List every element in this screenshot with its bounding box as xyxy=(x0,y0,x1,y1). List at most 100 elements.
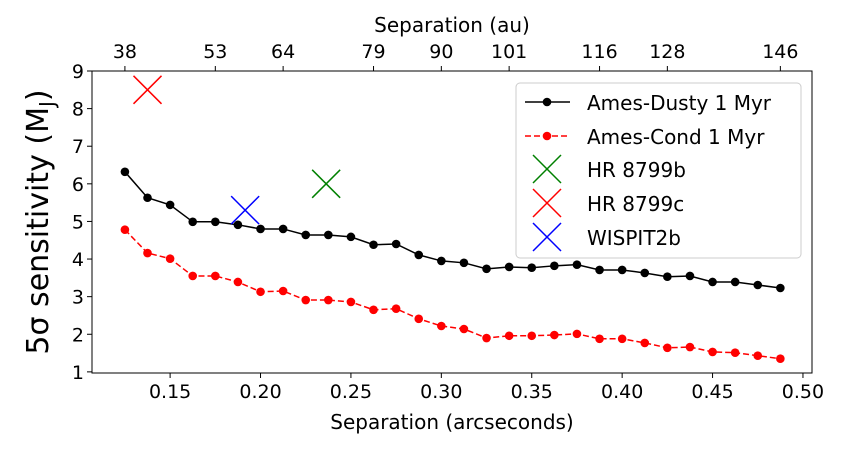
y-tick-label: 4 xyxy=(72,249,84,271)
data-point-0 xyxy=(663,272,672,282)
data-point-0 xyxy=(143,193,152,203)
top-x-tick-label: 128 xyxy=(649,41,685,63)
axes: 0.15 0.20 0.25 0.30 0.35 0.40 0.45 0.50 1 2 3 4 5 6 7 8… xyxy=(72,41,824,403)
x-tick-label: 0.30 xyxy=(420,381,462,403)
top-x-tick-label: 79 xyxy=(361,41,385,63)
data-point-0 xyxy=(278,224,288,234)
data-point-0 xyxy=(776,283,785,293)
data-point-1 xyxy=(256,287,265,297)
data-point-1 xyxy=(346,297,356,307)
y-tick-label: 1 xyxy=(72,362,84,384)
data-point-0 xyxy=(550,261,559,271)
x-tick-label: 0.15 xyxy=(149,381,191,403)
data-point-1 xyxy=(278,286,288,296)
data-point-1 xyxy=(459,324,469,334)
data-point-1 xyxy=(572,329,582,339)
x-tick-label: 0.20 xyxy=(239,381,281,403)
data-point-0 xyxy=(414,250,424,260)
data-point-0 xyxy=(391,239,401,249)
data-point-1 xyxy=(527,331,537,341)
y-tick-label: 5 xyxy=(72,211,84,233)
top-x-tick-label: 146 xyxy=(762,41,798,63)
data-point-0 xyxy=(753,280,763,290)
data-point-0 xyxy=(437,256,446,266)
data-point-0 xyxy=(120,167,130,177)
data-point-1 xyxy=(640,338,650,348)
data-point-0 xyxy=(165,200,175,210)
legend-label: HR 8799b xyxy=(587,158,686,182)
data-point-0 xyxy=(188,217,198,227)
top-x-tick-label: 64 xyxy=(271,41,295,63)
legend-marker-x-2 xyxy=(532,222,562,252)
data-point-0 xyxy=(730,277,740,287)
y-axis-label: 5σ sensitivity (MJ) xyxy=(21,89,59,354)
data-point-0 xyxy=(369,240,378,250)
data-point-1 xyxy=(414,314,424,324)
data-point-1 xyxy=(165,254,175,263)
data-point-1 xyxy=(482,333,491,343)
plot-area xyxy=(120,75,785,364)
data-point-0 xyxy=(617,265,627,275)
data-point-0 xyxy=(301,230,311,240)
data-point-0 xyxy=(572,260,582,269)
x-tick-label: 0.40 xyxy=(601,381,643,403)
legend-label: Ames-Cond 1 Myr xyxy=(587,125,765,149)
data-point-0 xyxy=(708,277,717,287)
x-axis-label: Separation (arcseconds) xyxy=(330,410,574,434)
planet-marker-2 xyxy=(230,195,260,225)
legend-box xyxy=(515,82,802,259)
data-point-0 xyxy=(482,264,491,274)
legend-marker-x-0 xyxy=(532,154,562,184)
data-point-1 xyxy=(437,321,446,331)
y-tick-label: 2 xyxy=(72,324,84,346)
data-point-1 xyxy=(301,295,311,305)
data-point-0 xyxy=(595,265,604,275)
data-point-0 xyxy=(256,224,265,234)
data-point-0 xyxy=(504,262,514,272)
data-point-1 xyxy=(617,334,627,344)
legend-label: HR 8799c xyxy=(587,192,684,216)
y-tick-label: 9 xyxy=(72,61,84,83)
data-point-1 xyxy=(685,342,695,352)
y-tick-label: 6 xyxy=(72,174,84,196)
legend-marker-x-1 xyxy=(532,188,562,218)
data-point-0 xyxy=(640,268,650,278)
data-point-1 xyxy=(730,348,740,357)
data-point-1 xyxy=(391,304,401,313)
data-point-0 xyxy=(346,232,356,242)
x-tick-label: 0.50 xyxy=(782,381,824,403)
data-point-1 xyxy=(550,330,559,340)
data-point-1 xyxy=(324,295,333,305)
data-point-1 xyxy=(595,334,604,344)
data-point-1 xyxy=(233,277,243,287)
data-point-1 xyxy=(776,354,785,364)
top-x-axis-label: Separation (au) xyxy=(374,13,530,37)
data-point-1 xyxy=(504,331,514,341)
planet-marker-0 xyxy=(311,169,341,199)
data-point-0 xyxy=(211,217,220,227)
x-tick-label: 0.25 xyxy=(330,381,372,403)
data-point-0 xyxy=(324,230,333,240)
x-tick-label: 0.45 xyxy=(691,381,733,403)
y-tick-label: 8 xyxy=(72,99,84,121)
data-point-0 xyxy=(527,263,537,272)
legend-label: WISPIT2b xyxy=(587,226,681,250)
legend-marker-1 xyxy=(542,131,552,141)
top-x-tick-label: 101 xyxy=(491,41,527,63)
data-point-1 xyxy=(663,343,672,353)
data-point-1 xyxy=(708,347,717,357)
top-x-tick-label: 38 xyxy=(113,41,137,63)
legend: Ames-Dusty 1 Myr Ames-Cond 1 Myr HR 8799b H… xyxy=(515,82,802,259)
legend-marker-0 xyxy=(542,97,552,107)
data-point-0 xyxy=(233,220,243,230)
data-point-1 xyxy=(120,225,130,235)
y-tick-label: 3 xyxy=(72,287,84,309)
data-point-1 xyxy=(753,351,763,360)
top-x-tick-label: 90 xyxy=(429,41,453,63)
x-tick-label: 0.35 xyxy=(511,381,553,403)
data-point-1 xyxy=(369,305,378,315)
data-point-1 xyxy=(188,271,198,281)
top-x-tick-label: 53 xyxy=(203,41,227,63)
legend-label: Ames-Dusty 1 Myr xyxy=(587,91,772,115)
